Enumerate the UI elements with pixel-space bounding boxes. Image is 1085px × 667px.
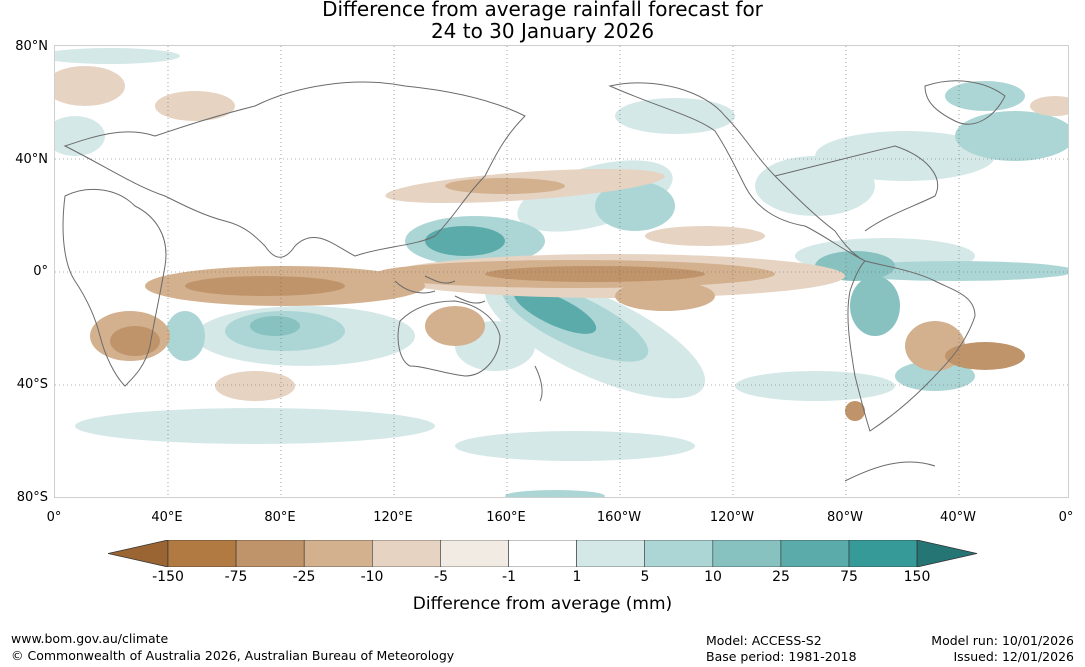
- lon-label-160w: 160°W: [596, 510, 642, 525]
- colorbar-arrow-low: [107, 539, 169, 568]
- colorbar-swatch: [303, 539, 373, 568]
- colorbar-tick-label: -25: [292, 569, 316, 585]
- lon-label-40w: 40°W: [940, 510, 976, 525]
- dry-anomaly-regions: [55, 66, 1068, 421]
- colorbar-swatch: [644, 539, 714, 568]
- lon-label-0: 0°: [46, 510, 62, 525]
- colorbar-tick-label: 75: [840, 569, 858, 585]
- colorbar-swatches: [107, 539, 978, 568]
- lat-label-40s: 40°S: [16, 377, 48, 392]
- colorbar-swatch: [712, 539, 782, 568]
- colorbar-tick-label: 10: [704, 569, 722, 585]
- colorbar-swatch: [780, 539, 850, 568]
- colorbar-tick-label: 1: [572, 569, 582, 585]
- footer-model: Model: ACCESS-S2: [706, 633, 822, 648]
- lon-label-120e: 120°E: [373, 510, 413, 525]
- colorbar-tick-label: -10: [360, 569, 384, 585]
- coastlines: [62, 80, 1006, 482]
- map-canvas: [55, 46, 1068, 497]
- colorbar-arrow-high: [916, 539, 978, 568]
- lat-label-0: 0°: [33, 264, 48, 279]
- colorbar-tick-label: 5: [640, 569, 650, 585]
- lat-label-40n: 40°N: [15, 152, 48, 167]
- colorbar-title: Difference from average (mm): [412, 594, 673, 614]
- footer-url[interactable]: www.bom.gov.au/climate: [11, 631, 169, 646]
- rainfall-anomaly-map: [54, 45, 1069, 498]
- lon-label-40e: 40°E: [151, 510, 183, 525]
- lon-label-0-east: 0°: [1058, 510, 1074, 525]
- lat-label-80s: 80°S: [16, 490, 48, 505]
- colorbar-swatch: [576, 539, 646, 568]
- colorbar-tick-label: -150: [152, 569, 184, 585]
- lon-label-120w: 120°W: [709, 510, 755, 525]
- colorbar-swatch: [440, 539, 509, 568]
- colorbar-swatch: [371, 539, 441, 568]
- lon-label-80w: 80°W: [827, 510, 863, 525]
- lat-label-80n: 80°N: [15, 39, 48, 54]
- lon-label-80e: 80°E: [264, 510, 296, 525]
- map-title-line-2: 24 to 30 January 2026: [430, 19, 655, 43]
- colorbar-tick-label: -5: [434, 569, 448, 585]
- footer-model-run: Model run: 10/01/2026: [931, 633, 1074, 648]
- colorbar-swatch: [848, 539, 918, 568]
- colorbar-tick-label: -75: [224, 569, 248, 585]
- colorbar: [107, 539, 978, 568]
- map-title-line-1: Difference from average rainfall forecas…: [322, 0, 763, 21]
- colorbar-swatch: [508, 539, 577, 568]
- footer-copyright: © Commonwealth of Australia 2026, Austra…: [11, 648, 455, 663]
- colorbar-swatch: [235, 539, 305, 568]
- footer-base-period: Base period: 1981-2018: [706, 649, 857, 664]
- colorbar-tick-label: 150: [903, 569, 931, 585]
- colorbar-tick-label: 25: [772, 569, 790, 585]
- footer-issued: Issued: 12/01/2026: [953, 649, 1075, 664]
- lon-label-160e: 160°E: [486, 510, 526, 525]
- colorbar-tick-label: -1: [502, 569, 516, 585]
- colorbar-swatch: [167, 539, 237, 568]
